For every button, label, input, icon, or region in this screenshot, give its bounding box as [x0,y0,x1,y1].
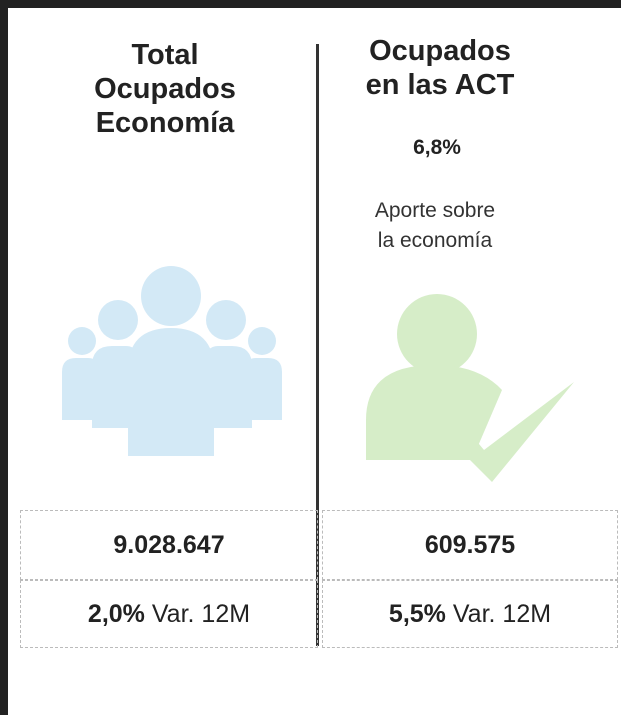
change-cell: 5,5% Var. 12M [322,580,618,648]
people-icon [62,266,282,456]
title-line: en las ACT [365,69,515,101]
frame [0,0,621,8]
title-line: Ocupados [94,73,236,105]
change: 5,5% [388,599,446,628]
note: Aporte sobre la economía [330,196,540,256]
change-cell: 2,0% Var. 12M [20,580,318,648]
title-line: Ocupados [369,35,511,67]
change-label: Var. 12M [452,599,552,628]
value: 9.028.647 [113,530,225,559]
person-check-icon [366,294,574,482]
value: 609.575 [424,530,516,559]
change-label: Var. 12M [151,599,251,628]
note-line: la economía [377,229,493,252]
panel-title: Total Ocupados Economía [40,38,290,140]
frame [0,0,8,715]
title-line: Economía [95,107,235,139]
title-line: Total [131,39,199,71]
panel-title: Ocupados en las ACT [330,34,550,102]
change: 2,0% [87,599,145,628]
share: 6,8% [413,136,461,159]
value-cell: 9.028.647 [20,510,318,580]
value-cell: 609.575 [322,510,618,580]
divider [316,44,319,646]
note-line: Aporte sobre [374,199,496,222]
